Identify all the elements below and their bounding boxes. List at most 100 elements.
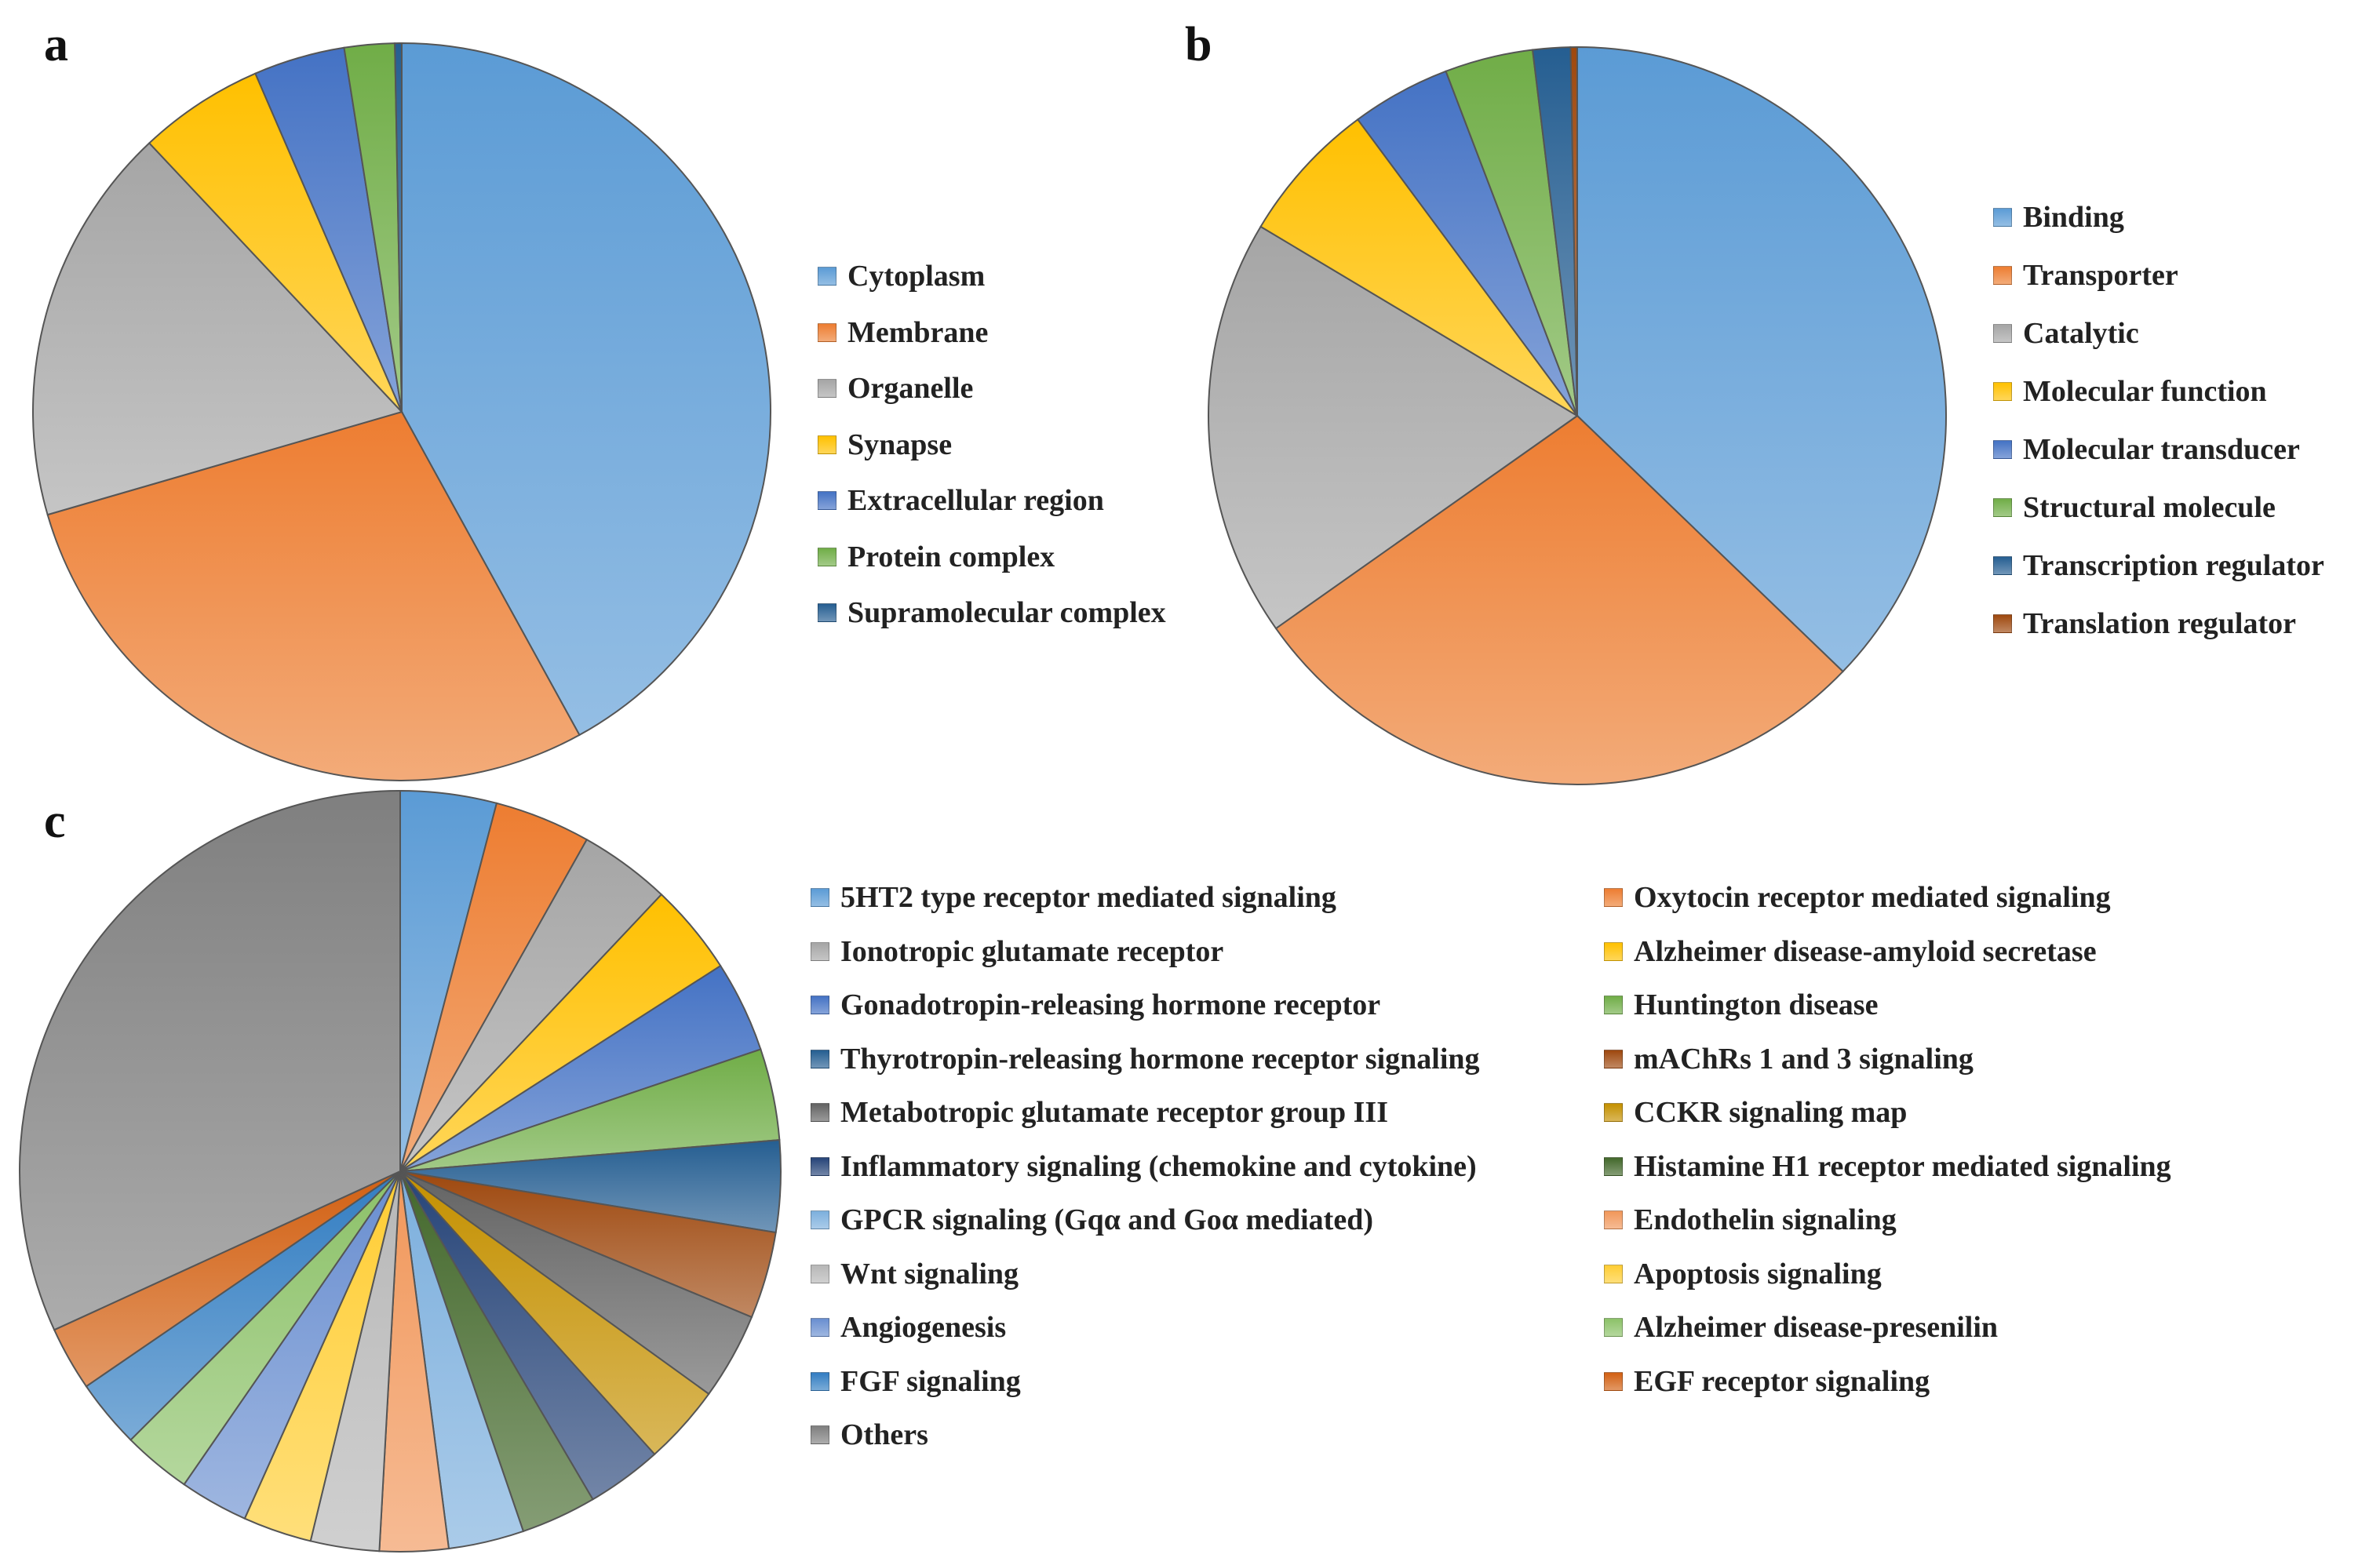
legend-item-b: Binding	[1993, 200, 2124, 235]
legend-label: Thyrotropin-releasing hormone receptor s…	[840, 1042, 1480, 1076]
legend-item-c: Angiogenesis	[811, 1310, 1006, 1345]
legend-swatch	[818, 547, 836, 566]
legend-item-c: Metabotropic glutamate receptor group II…	[811, 1095, 1388, 1130]
legend-label: Organelle	[847, 372, 974, 405]
legend-label: Transcription regulator	[2023, 549, 2324, 582]
legend-label: Metabotropic glutamate receptor group II…	[840, 1096, 1388, 1129]
legend-swatch	[811, 941, 829, 961]
legend-swatch	[811, 1210, 829, 1229]
legend-swatch	[1993, 266, 2012, 285]
legend-item-c: Inflammatory signaling (chemokine and cy…	[811, 1149, 1477, 1184]
legend-label: Others	[840, 1418, 928, 1451]
legend-swatch	[1604, 1049, 1623, 1068]
legend-label: FGF signaling	[840, 1364, 1021, 1398]
legend-swatch	[818, 603, 836, 622]
legend-swatch	[1604, 1264, 1623, 1283]
legend-label: Extracellular region	[847, 484, 1104, 517]
legend-label: Histamine H1 receptor mediated signaling	[1634, 1149, 2171, 1183]
legend-label: Translation regulator	[2023, 607, 2296, 640]
legend-item-b: Catalytic	[1993, 316, 2139, 351]
pie-slice-b-catalytic	[1208, 225, 1579, 630]
legend-swatch	[1604, 941, 1623, 961]
legend-swatch	[811, 1425, 829, 1444]
pie-chart-a	[32, 42, 771, 781]
legend-label: Transporter	[2023, 259, 2178, 292]
legend-item-a: Cytoplasm	[818, 259, 985, 293]
legend-label: Synapse	[847, 428, 953, 461]
legend-label: Protein complex	[847, 540, 1055, 573]
legend-item-c: Oxytocin receptor mediated signaling	[1604, 880, 2111, 915]
legend-swatch	[1993, 324, 2012, 343]
legend-item-a: Protein complex	[818, 540, 1055, 574]
legend-item-c: Histamine H1 receptor mediated signaling	[1604, 1149, 2171, 1184]
legend-item-c: 5HT2 type receptor mediated signaling	[811, 880, 1336, 915]
pie-slice-c-others	[19, 789, 401, 1331]
legend-swatch	[1604, 1156, 1623, 1176]
legend-item-c: CCKR signaling map	[1604, 1095, 1907, 1130]
legend-swatch	[1604, 1210, 1623, 1229]
pie-slice-b-binding	[1576, 46, 1947, 673]
legend-item-c: Ionotropic glutamate receptor	[811, 934, 1223, 969]
legend-swatch	[1604, 1103, 1623, 1122]
legend-swatch	[1993, 208, 2012, 227]
legend-swatch	[818, 491, 836, 510]
pie-slice-b-molecular-function	[1259, 118, 1578, 417]
legend-label: Molecular transducer	[2023, 433, 2300, 466]
panel-label-b: b	[1185, 18, 1212, 71]
legend-label: Supramolecular complex	[847, 596, 1166, 629]
legend-item-c: Gonadotropin-releasing hormone receptor	[811, 988, 1380, 1022]
pie-chart-b	[1208, 46, 1947, 785]
legend-swatch	[1604, 888, 1623, 907]
legend-label: Membrane	[847, 315, 989, 349]
legend-swatch	[1993, 614, 2012, 633]
legend-item-c: Huntington disease	[1604, 988, 1878, 1022]
legend-item-b: Translation regulator	[1993, 606, 2296, 641]
legend-item-b: Transporter	[1993, 258, 2178, 293]
legend-label: Apoptosis signaling	[1634, 1257, 1882, 1290]
legend-label: Endothelin signaling	[1634, 1203, 1897, 1236]
legend-label: CCKR signaling map	[1634, 1096, 1908, 1129]
pie-slice-b-translation-regulator	[1569, 46, 1578, 417]
legend-item-b: Molecular function	[1993, 374, 2267, 409]
legend-item-a: Membrane	[818, 315, 988, 350]
legend-label: 5HT2 type receptor mediated signaling	[840, 881, 1336, 914]
pie-slice-a-supramolecular-complex	[394, 42, 403, 413]
legend-item-c: mAChRs 1 and 3 signaling	[1604, 1042, 1974, 1076]
legend-swatch	[1993, 556, 2012, 575]
legend-swatch	[1993, 440, 2012, 459]
legend-label: Wnt signaling	[840, 1257, 1019, 1290]
legend-swatch	[811, 1371, 829, 1391]
legend-swatch	[811, 888, 829, 907]
legend-label: Catalytic	[2023, 317, 2139, 350]
legend-label: Gonadotropin-releasing hormone receptor	[840, 988, 1381, 1021]
legend-label: Ionotropic glutamate receptor	[840, 934, 1224, 968]
legend-label: Cytoplasm	[847, 260, 986, 293]
legend-swatch	[1604, 996, 1623, 1014]
legend-label: mAChRs 1 and 3 signaling	[1634, 1042, 1974, 1076]
pie-chart-c	[19, 789, 782, 1553]
legend-label: Alzheimer disease-presenilin	[1634, 1311, 1999, 1344]
legend-label: GPCR signaling (Gqα and Goα mediated)	[840, 1203, 1373, 1236]
pie-slice-b-transporter	[1274, 414, 1844, 785]
legend-swatch	[818, 322, 836, 342]
legend-item-a: Organelle	[818, 371, 973, 406]
legend-label: Structural molecule	[2023, 491, 2276, 524]
legend-item-c: Endothelin signaling	[1604, 1203, 1897, 1237]
legend-swatch	[811, 1049, 829, 1068]
legend-swatch	[811, 1156, 829, 1176]
legend-item-c: Wnt signaling	[811, 1257, 1019, 1291]
pie-slice-a-synapse	[148, 72, 403, 413]
legend-swatch	[818, 267, 836, 286]
panel-label-a: a	[44, 18, 68, 71]
legend-item-b: Structural molecule	[1993, 490, 2276, 525]
legend-item-a: Synapse	[818, 428, 952, 462]
legend-swatch	[1993, 382, 2012, 401]
legend-swatch	[811, 1318, 829, 1337]
legend-item-c: Alzheimer disease-amyloid secretase	[1604, 934, 2097, 969]
legend-item-c: GPCR signaling (Gqα and Goα mediated)	[811, 1203, 1373, 1237]
panel-label-c: c	[44, 795, 66, 848]
pie-slice-a-membrane	[46, 410, 581, 781]
legend-item-c: Alzheimer disease-presenilin	[1604, 1310, 1998, 1345]
legend-swatch	[818, 435, 836, 454]
legend-item-c: Others	[811, 1418, 928, 1452]
